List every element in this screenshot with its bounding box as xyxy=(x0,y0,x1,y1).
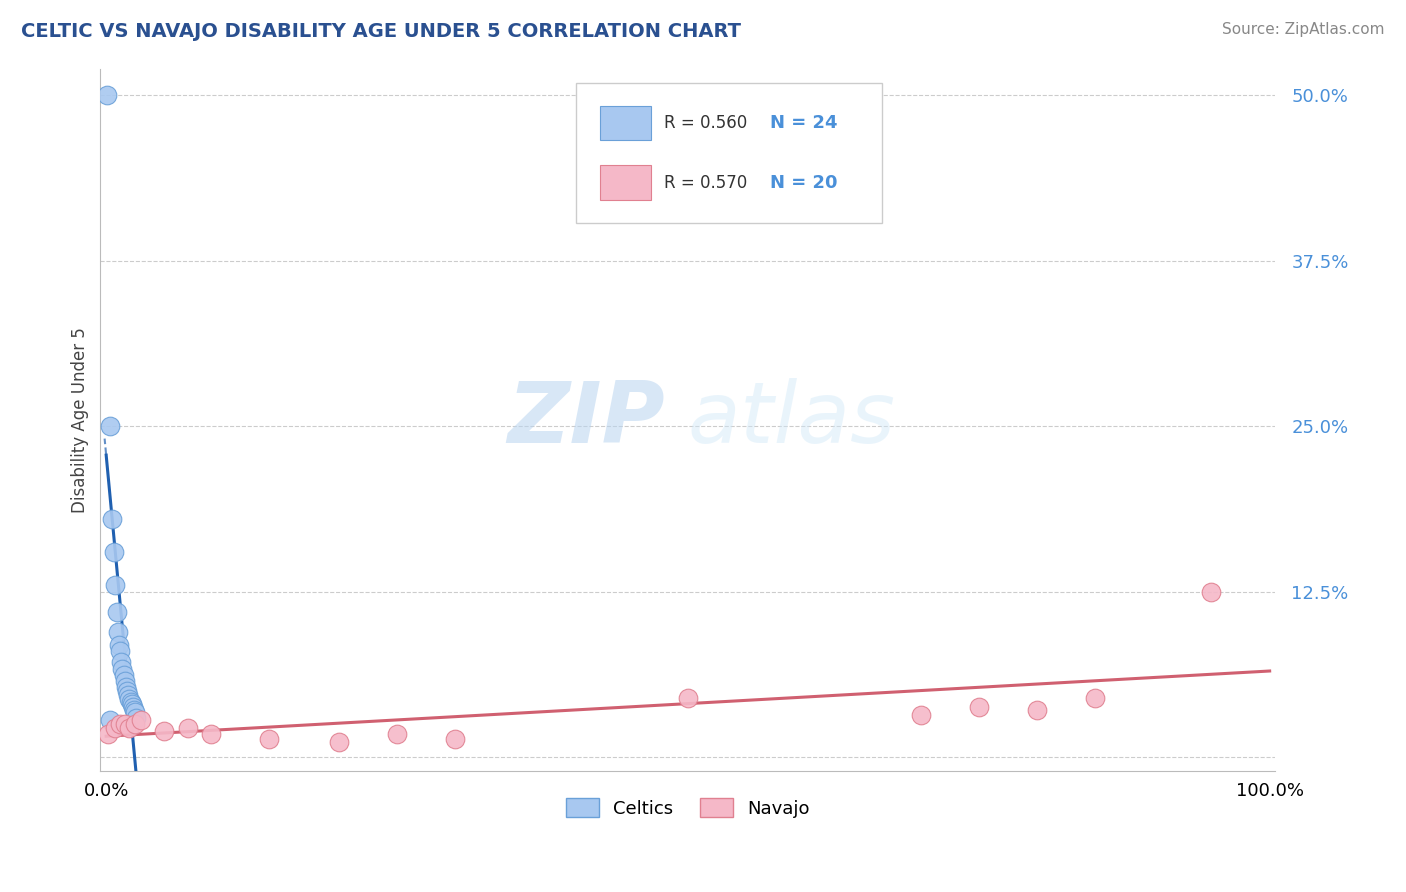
Point xyxy=(114,673,136,688)
Point xyxy=(117,688,139,702)
Point xyxy=(120,695,142,709)
Point xyxy=(176,721,198,735)
Text: R = 0.570: R = 0.570 xyxy=(665,174,748,192)
Y-axis label: Disability Age Under 5: Disability Age Under 5 xyxy=(72,326,89,513)
Point xyxy=(104,721,127,735)
Point xyxy=(101,512,124,526)
Point xyxy=(114,717,136,731)
Text: N = 20: N = 20 xyxy=(770,174,838,192)
Text: N = 24: N = 24 xyxy=(770,114,838,132)
Point xyxy=(104,578,127,592)
Legend: Celtics, Navajo: Celtics, Navajo xyxy=(560,790,817,825)
Point xyxy=(129,714,152,728)
Point xyxy=(1084,690,1107,705)
Point xyxy=(124,717,146,731)
FancyBboxPatch shape xyxy=(600,106,651,140)
Point xyxy=(112,668,135,682)
Point xyxy=(98,714,121,728)
Text: R = 0.560: R = 0.560 xyxy=(665,114,748,132)
Point xyxy=(103,545,125,559)
Point xyxy=(110,655,132,669)
Point xyxy=(97,726,120,740)
FancyBboxPatch shape xyxy=(600,165,651,200)
Point xyxy=(108,638,131,652)
Point xyxy=(910,708,932,723)
Point xyxy=(111,662,134,676)
Point xyxy=(121,698,143,712)
Point xyxy=(108,644,131,658)
Point xyxy=(115,684,138,698)
Point xyxy=(1201,584,1223,599)
Point xyxy=(115,680,138,694)
Point xyxy=(98,419,121,434)
FancyBboxPatch shape xyxy=(576,83,882,223)
Point xyxy=(118,721,141,735)
Point xyxy=(257,731,280,746)
Point xyxy=(967,700,990,714)
Point xyxy=(125,711,148,725)
Point xyxy=(118,692,141,706)
Point xyxy=(122,700,145,714)
Point xyxy=(108,717,131,731)
Text: atlas: atlas xyxy=(688,378,896,461)
Text: CELTIC VS NAVAJO DISABILITY AGE UNDER 5 CORRELATION CHART: CELTIC VS NAVAJO DISABILITY AGE UNDER 5 … xyxy=(21,22,741,41)
Point xyxy=(122,703,145,717)
Point xyxy=(444,731,467,746)
Point xyxy=(385,726,408,740)
Point xyxy=(107,624,129,639)
Point xyxy=(105,605,128,619)
Point xyxy=(153,723,176,738)
Point xyxy=(96,88,118,103)
Text: Source: ZipAtlas.com: Source: ZipAtlas.com xyxy=(1222,22,1385,37)
Point xyxy=(1026,703,1049,717)
Point xyxy=(676,690,699,705)
Point xyxy=(328,734,350,748)
Point xyxy=(200,726,222,740)
Point xyxy=(124,706,146,720)
Text: ZIP: ZIP xyxy=(506,378,665,461)
